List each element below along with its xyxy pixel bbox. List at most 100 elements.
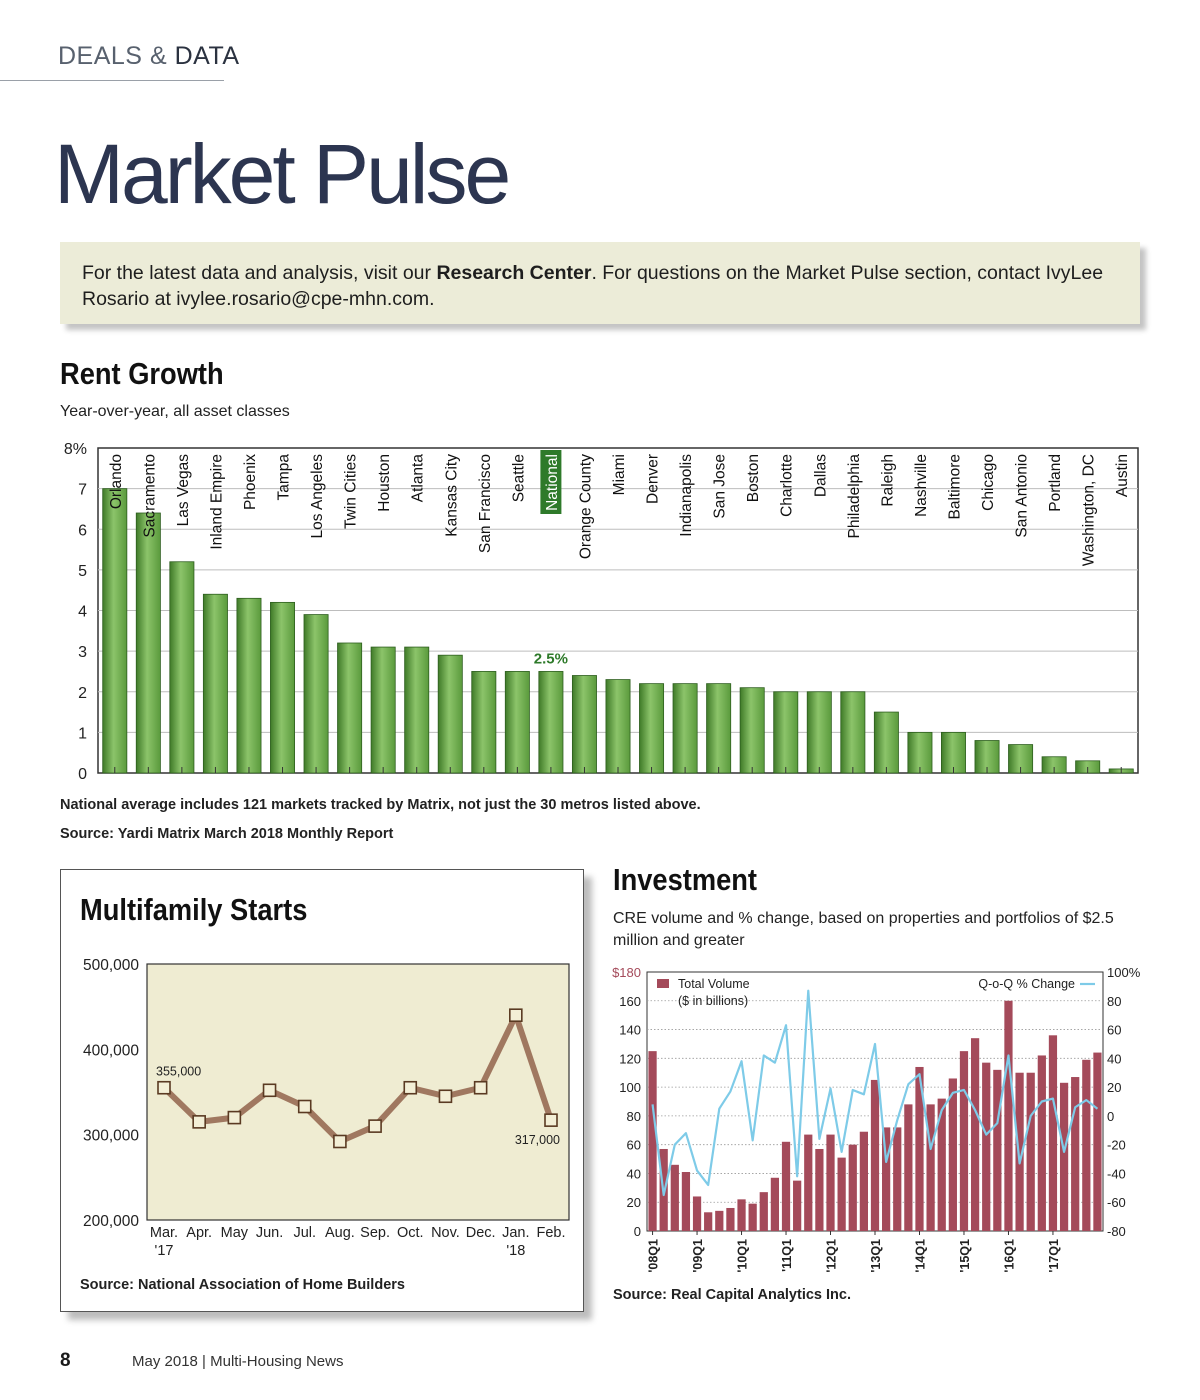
rent-bar-twin-cities [337,642,363,774]
investment-volume-bar [681,1172,691,1231]
investment-volume-bar [770,1177,780,1231]
starts-data-label: 317,000 [515,1133,560,1147]
rent-category-label: San Antonio [1014,454,1031,538]
section-label-data: DATA [174,42,240,70]
investment-volume-bar [937,1098,946,1231]
rent-category-label: Orange County [577,454,594,559]
rent-category-label: Twin Cities [343,454,360,529]
rent-bar-las-vegas [169,561,195,774]
rent-bar-miami [605,679,631,774]
rent-bar-baltimore [941,731,966,774]
rent-bar-orange-county [571,675,597,774]
page-title: Market Pulse [54,127,511,221]
starts-point [544,1113,558,1127]
investment-right-tick: 80 [1107,994,1121,1009]
rent-bar-philadelphia [840,691,866,774]
rent-category-label: San Francisco [477,454,494,553]
investment-volume-bar [1048,1035,1058,1231]
rent-category-label: Orlando [108,454,125,509]
investment-left-tick: 60 [627,1138,641,1153]
investment-left-tick: 140 [619,1023,641,1038]
investment-volume-bar [837,1157,846,1231]
starts-x-label: Apr. [186,1225,212,1241]
research-center-link[interactable]: Research Center [436,262,592,284]
investment-volume-bar [1015,1072,1024,1231]
starts-x-label: Oct. [397,1225,424,1241]
investment-subtitle: CRE volume and % change, based on proper… [613,908,1114,952]
starts-x-label: Jan. [502,1225,529,1241]
starts-x-label: Jul. [293,1225,316,1241]
rent-bar-national [538,671,564,774]
investment-x-label: '15Q1 [958,1239,972,1273]
rent-category-label: San Jose [712,454,729,519]
investment-left-tick: 0 [634,1224,641,1239]
rent-growth-source: Source: Yardi Matrix March 2018 Monthly … [60,826,394,842]
footer-text: May 2018 | Multi-Housing News [132,1353,344,1370]
starts-x-label: Dec. [466,1225,496,1241]
section-label-deals: DEALS [58,42,143,70]
rent-y-tick: 5 [78,563,87,580]
investment-volume-bar [1059,1082,1069,1231]
rent-bar-houston [370,646,396,774]
starts-point [262,1083,277,1098]
starts-point [157,1080,171,1095]
rent-bar-atlanta [404,646,430,774]
investment-volume-bar [793,1180,802,1231]
rent-category-label: Washington, DC [1081,454,1098,566]
national-label-highlight [540,450,562,514]
rent-y-tick: 1 [78,725,87,742]
investment-chart: 0 20 40 60 80 100 120 140 160 $180 -80 -60 -40 -20 0 20… [612,965,1141,1273]
starts-year-label: '18 [506,1243,525,1259]
rent-y-tick: 8% [64,441,87,458]
rent-bar-indianapolis [672,683,698,774]
starts-x-label: Mar. [150,1225,178,1241]
investment-volume-bar [893,1127,902,1231]
rent-growth-subtitle: Year-over-year, all asset classes [60,403,290,420]
rent-category-label: National [544,454,561,511]
rent-y-tick: 6 [78,522,87,539]
investment-volume-bar [826,1134,835,1231]
rent-growth-chart: 0 1 2 3 4 5 6 7 8% Orlando Sacramento Las Vegas Inla… [64,441,1139,783]
investment-volume-bar [726,1207,735,1231]
rent-category-label: Charlotte [779,454,796,517]
starts-point [227,1110,242,1125]
investment-volume-bar [870,1079,880,1231]
rent-category-label: Seattle [510,454,527,502]
starts-title: Multifamily Starts [80,892,308,927]
investment-x-label: '12Q1 [825,1239,839,1273]
rent-category-label: Philadelphia [846,454,863,539]
rent-y-tick: 3 [78,644,87,661]
investment-volume-bar [1071,1077,1080,1231]
rent-growth-note: National average includes 121 markets tr… [60,797,701,813]
rent-bar-inland-empire [202,593,228,774]
rent-category-label: Baltimore [946,454,963,519]
investment-volume-bar [781,1141,791,1231]
investment-volume-bar [1093,1052,1102,1231]
starts-point [473,1080,488,1095]
starts-year-label: '17 [155,1243,174,1259]
info-text-2: . For questions on the Market Pulse sect… [82,262,1104,310]
investment-volume-bar [904,1104,913,1231]
rent-bar-phoenix [236,597,262,774]
rent-bar-boston [739,687,765,774]
rent-category-label: Dallas [812,454,829,497]
rent-category-label: Houston [376,454,393,512]
rent-bar-nashville [907,731,933,774]
rent-category-label: Austin [1114,454,1131,497]
rent-bar-kansas-city [437,654,463,774]
investment-x-label: '14Q1 [913,1239,927,1273]
investment-right-tick: -40 [1107,1166,1126,1181]
rent-category-label: Chicago [980,454,997,511]
legend-qoq-label: Q-o-Q % Change [978,977,1075,991]
starts-y-tick: 500,000 [83,957,139,974]
investment-volume-bar [737,1199,746,1231]
investment-right-tick: 60 [1107,1023,1121,1038]
rent-y-tick: 4 [78,604,87,621]
investment-left-tick: 120 [619,1051,641,1066]
starts-x-label: Jun. [256,1225,283,1241]
starts-point [368,1119,382,1133]
starts-y-tick: 200,000 [83,1213,139,1230]
investment-volume-bar [1037,1055,1046,1231]
investment-x-label: '16Q1 [1002,1239,1016,1273]
investment-left-tick: 40 [627,1166,641,1181]
